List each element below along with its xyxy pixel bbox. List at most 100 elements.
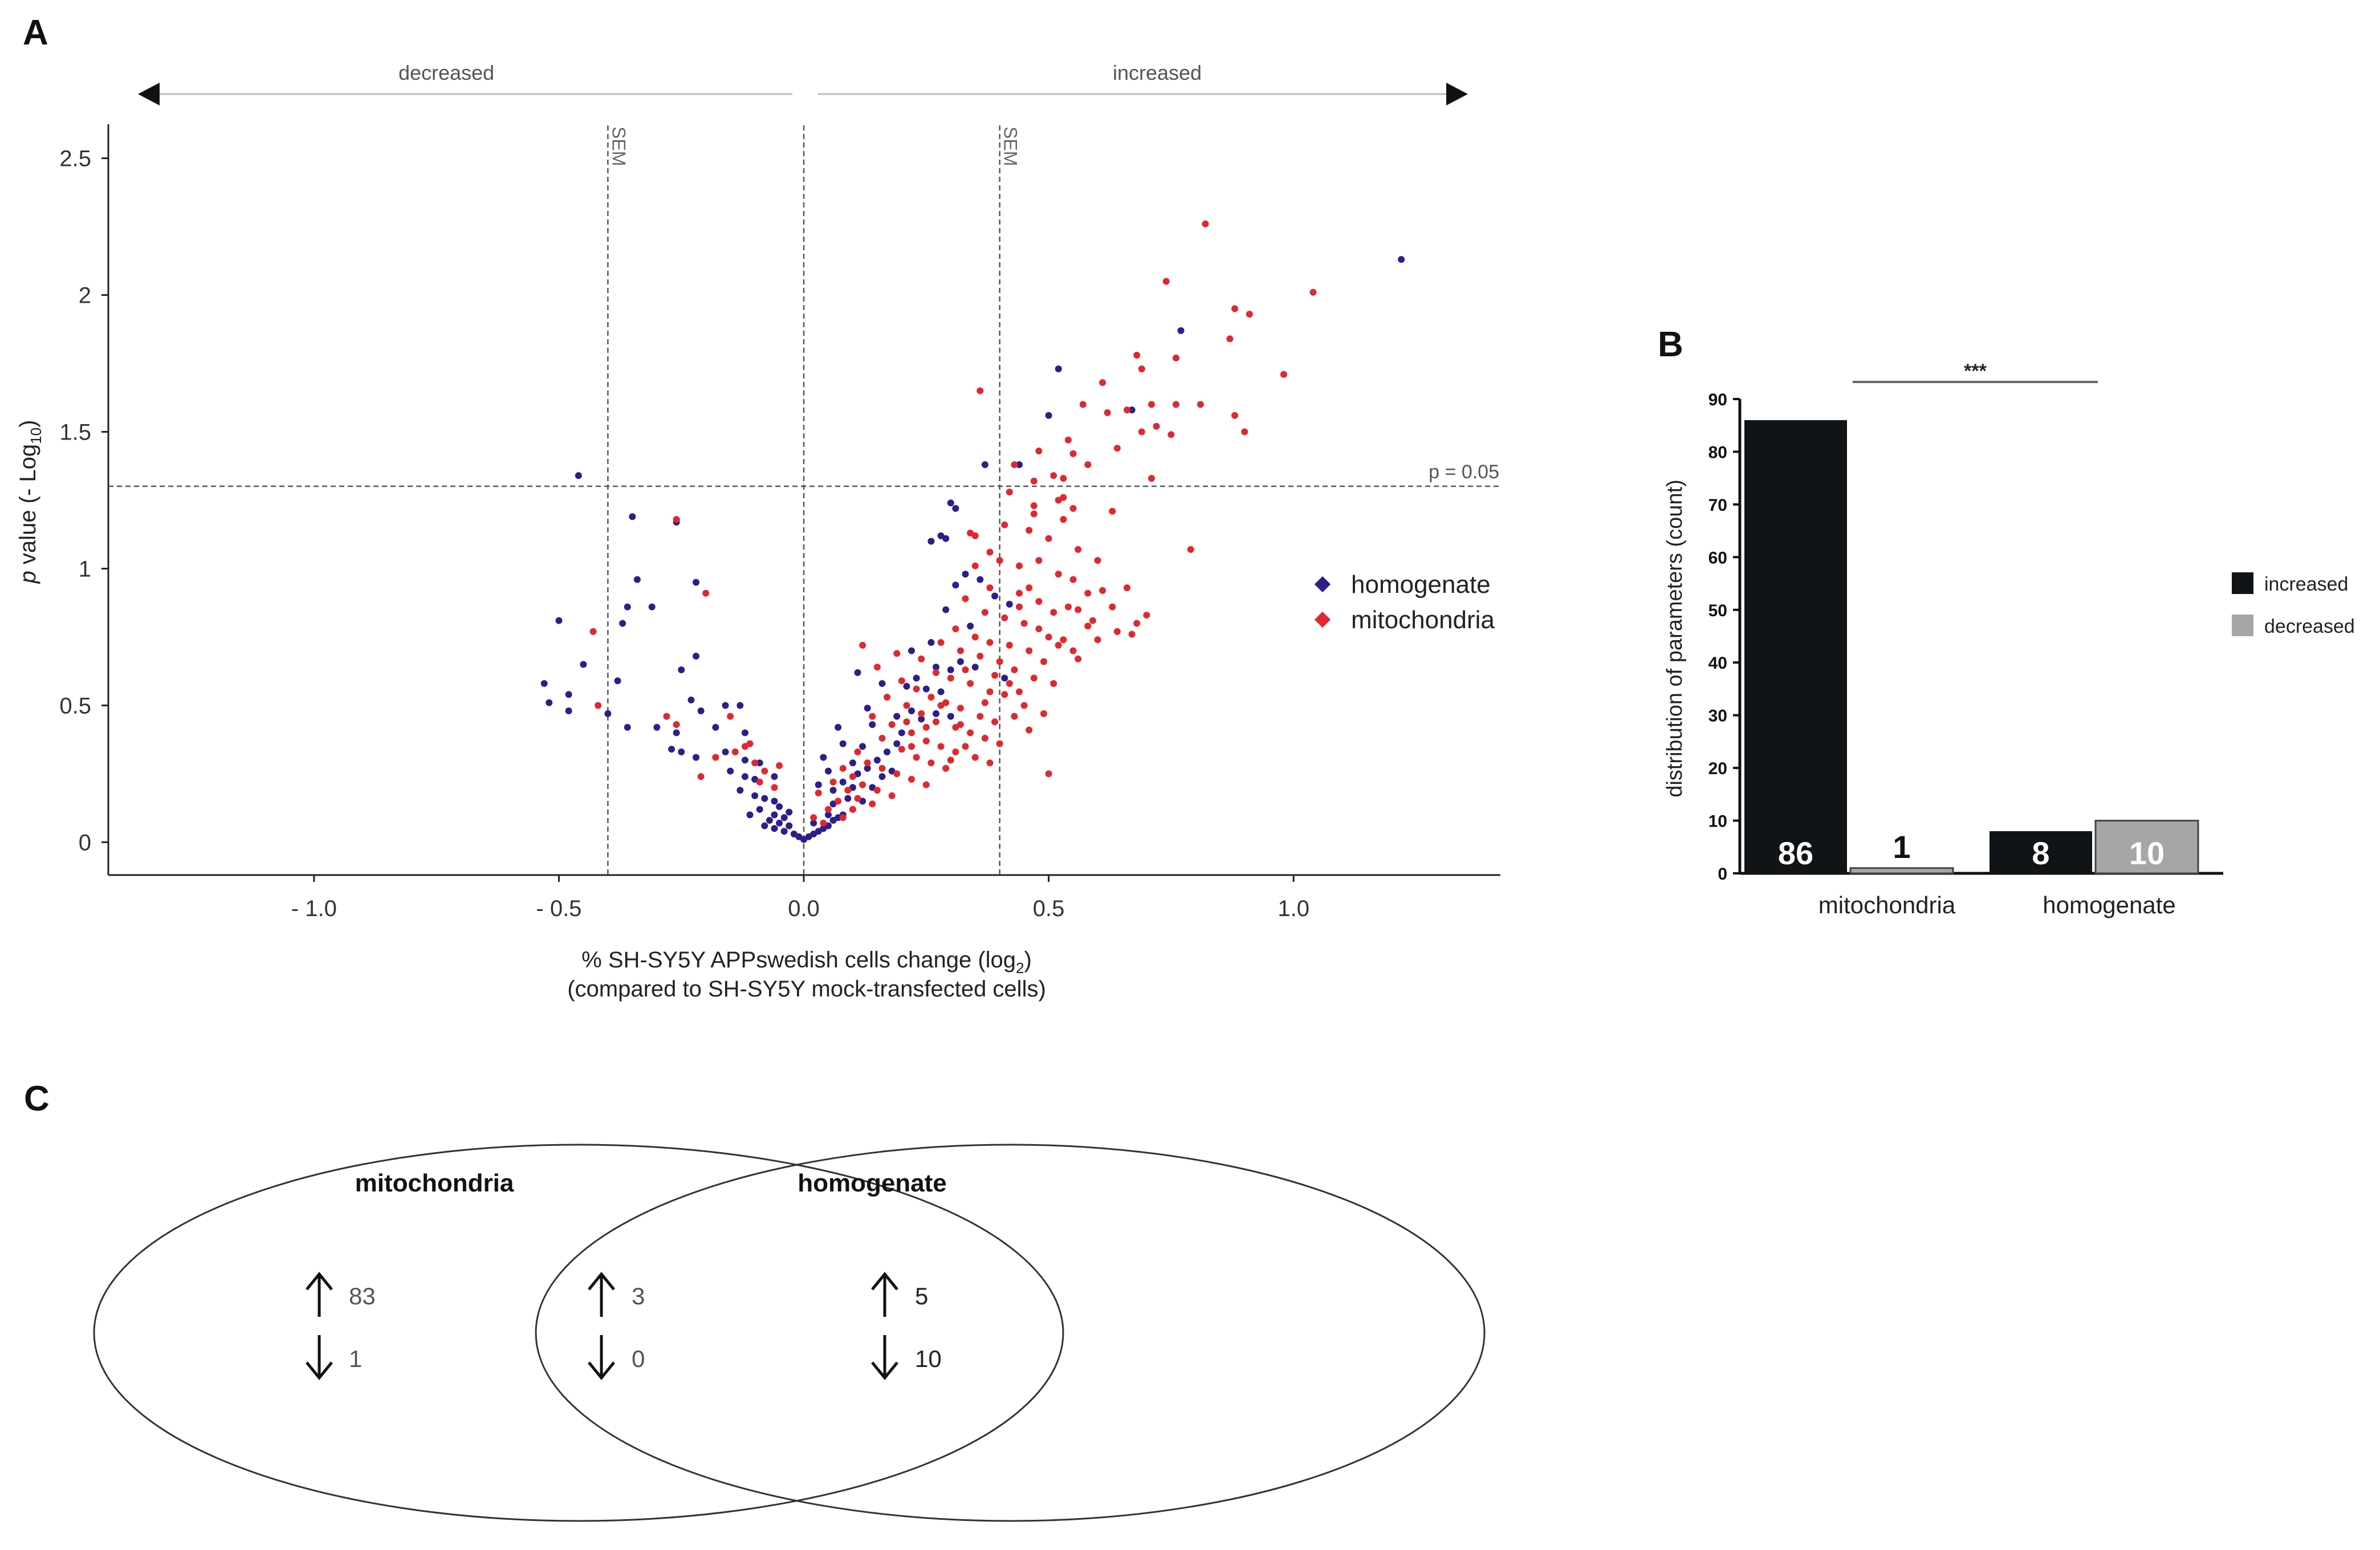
point-mitochondria [839, 764, 847, 772]
point-homogenate [741, 756, 748, 764]
point-homogenate [918, 715, 925, 723]
point-mitochondria [986, 584, 994, 592]
point-mitochondria [1084, 589, 1092, 597]
point-homogenate [991, 592, 999, 600]
point-mitochondria [1231, 305, 1239, 312]
point-mitochondria [888, 721, 896, 729]
point-mitochondria [893, 650, 901, 657]
point-mitochondria [1050, 472, 1057, 479]
y-axis-label-a: p value (- Log10) [15, 420, 44, 584]
legend-swatch-increased [2232, 572, 2253, 594]
point-mitochondria [1138, 365, 1145, 373]
point-homogenate [1045, 412, 1052, 419]
point-mitochondria [1109, 507, 1116, 515]
point-homogenate [829, 787, 837, 794]
point-mitochondria [971, 754, 979, 761]
point-homogenate [771, 798, 778, 805]
panel-a: A decreased increased - 1.0 - 0.5 0.0 0.5 1.… [15, 13, 1500, 1002]
point-mitochondria [1138, 428, 1145, 436]
bar-mitochondria-decreased [1849, 867, 1954, 874]
sem-label: SEM [1000, 127, 1021, 166]
venn-homog-down-count: 10 [915, 1345, 942, 1372]
point-mitochondria [1109, 603, 1116, 611]
point-mitochondria [1001, 691, 1008, 698]
y-tick-label-b: 70 [1708, 496, 1727, 515]
point-mitochondria [1148, 401, 1155, 408]
point-mitochondria [1143, 612, 1150, 619]
point-mitochondria [981, 735, 988, 742]
y-tick-label-a: 1.5 [59, 420, 91, 445]
arrow-left-icon [138, 83, 160, 105]
point-mitochondria [1280, 371, 1287, 378]
point-mitochondria [869, 713, 876, 720]
point-mitochondria [967, 729, 974, 737]
point-mitochondria [1030, 502, 1038, 510]
point-mitochondria [1084, 461, 1092, 469]
point-mitochondria [1040, 710, 1047, 717]
point-mitochondria [1069, 647, 1077, 654]
point-mitochondria [878, 764, 886, 772]
point-mitochondria [1089, 617, 1096, 624]
point-mitochondria [1026, 726, 1033, 734]
legend-marker-homogenate [1314, 576, 1331, 593]
point-mitochondria [1026, 527, 1033, 534]
guide-lines-a: SEM SEM p = 0.05 [108, 125, 1499, 875]
point-homogenate [942, 535, 950, 542]
point-mitochondria [864, 759, 871, 767]
point-mitochondria [981, 699, 988, 706]
point-homogenate [766, 817, 773, 824]
point-mitochondria [829, 778, 837, 786]
point-homogenate [893, 713, 901, 720]
point-mitochondria [942, 764, 950, 772]
venn-circle-homogenate [535, 1144, 1486, 1522]
point-mitochondria [903, 718, 910, 726]
point-mitochondria [702, 589, 710, 597]
point-homogenate [878, 680, 886, 687]
point-homogenate [540, 680, 548, 687]
point-mitochondria [1001, 614, 1008, 621]
point-homogenate [761, 822, 768, 829]
point-homogenate [824, 811, 832, 819]
point-mitochondria [962, 595, 969, 603]
point-mitochondria [849, 805, 856, 813]
point-mitochondria [1016, 688, 1023, 695]
point-mitochondria [937, 743, 945, 750]
increased-label: increased [1113, 61, 1202, 84]
point-homogenate [869, 721, 876, 729]
point-mitochondria [1094, 557, 1101, 564]
point-mitochondria [947, 674, 954, 682]
point-mitochondria [1035, 625, 1043, 633]
point-mitochondria [922, 781, 930, 788]
legend-label-increased: increased [2264, 573, 2348, 595]
point-mitochondria [854, 748, 861, 756]
point-mitochondria [1069, 505, 1077, 512]
point-mitochondria [1011, 461, 1018, 469]
x-axis-label-a: % SH-SY5Y APPswedish cells change (log2) [581, 947, 1032, 977]
point-homogenate [937, 688, 945, 695]
point-mitochondria [1045, 535, 1052, 542]
point-mitochondria [1040, 658, 1047, 665]
point-mitochondria [756, 778, 763, 786]
point-mitochondria [835, 798, 842, 805]
point-mitochondria [810, 814, 817, 821]
decreased-label: decreased [398, 61, 494, 84]
x-ticks-a: - 1.0 - 0.5 0.0 0.5 1.0 [291, 875, 1309, 921]
point-homogenate [932, 710, 939, 717]
point-homogenate [619, 620, 626, 627]
point-homogenate [971, 664, 979, 671]
point-mitochondria [952, 748, 959, 756]
point-mitochondria [1020, 702, 1028, 709]
point-mitochondria [893, 770, 901, 778]
panel-label-c: C [24, 1079, 50, 1118]
point-mitochondria [1045, 770, 1052, 778]
point-homogenate [575, 472, 582, 479]
point-mitochondria [1016, 562, 1023, 569]
point-homogenate [820, 754, 827, 761]
point-mitochondria [967, 680, 974, 687]
point-homogenate [903, 682, 910, 690]
venn-mito-up-count: 83 [349, 1283, 376, 1309]
point-homogenate [737, 787, 744, 794]
point-mitochondria [712, 754, 719, 761]
point-mitochondria [918, 655, 925, 662]
